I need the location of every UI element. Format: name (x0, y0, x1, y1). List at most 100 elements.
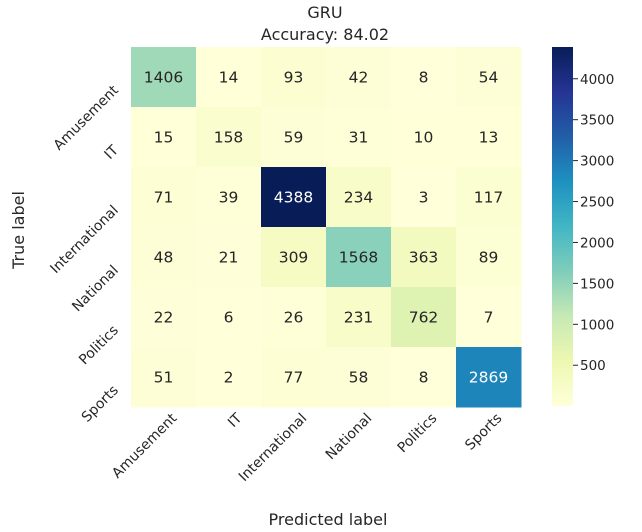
heatmap-cell-international-international (261, 167, 327, 228)
cell-value-label: 762 (409, 309, 439, 327)
x-tick-sports: Sports (462, 411, 505, 454)
heatmap-cell-international-amusement (131, 167, 197, 228)
x-axis-label: Predicted label (269, 510, 388, 529)
colorbar-tick-label: 2500 (580, 195, 614, 211)
colorbar-ticks: 500 1000 1500 2000 2500 3000 3500 4000 (573, 72, 614, 374)
cell-value-label: 6 (224, 309, 234, 327)
y-tick-politics: Politics (76, 323, 122, 369)
cell-value-label: 89 (479, 249, 499, 267)
heatmap-cell-sports-international (261, 347, 327, 408)
cell-value-label: 31 (349, 129, 369, 147)
cell-value-label: 3 (419, 189, 429, 207)
colorbar-tick-label: 4000 (580, 72, 614, 88)
cell-value-label: 71 (154, 189, 174, 207)
heatmap-cell-national-politics (391, 227, 457, 288)
cell-value-label: 59 (284, 129, 304, 147)
cell-value-label: 158 (214, 129, 244, 147)
heatmap-cell-politics-sports (456, 287, 522, 348)
cell-value-label: 13 (479, 129, 499, 147)
heatmap-cell-national-sports (456, 227, 522, 288)
heatmap-cell-sports-it (196, 347, 262, 408)
y-tick-national: National (69, 263, 122, 316)
heatmap-cell-international-national (326, 167, 392, 228)
x-tick-national: National (323, 411, 376, 464)
cell-value-label: 8 (419, 69, 429, 87)
y-tick-it: IT (102, 142, 123, 163)
heatmap-cell-international-sports (456, 167, 522, 228)
cell-value-label: 54 (479, 69, 499, 87)
cell-value-label: 2 (224, 369, 234, 387)
x-tick-amusement: Amusement (109, 410, 181, 482)
cell-value-label: 363 (409, 249, 439, 267)
colorbar-tick-label: 3500 (580, 113, 614, 129)
heatmap-cell-amusement-national (326, 47, 392, 108)
cell-value-label: 51 (154, 369, 174, 387)
heatmap-cell-it-international (261, 107, 327, 168)
cell-value-label: 77 (284, 369, 304, 387)
heatmap-cell-sports-politics (391, 347, 457, 408)
heatmap-cell-politics-amusement (131, 287, 197, 348)
colorbar-tick-label: 2000 (580, 235, 614, 251)
colorbar-tick-label: 1500 (580, 276, 614, 292)
cell-value-label: 234 (344, 189, 374, 207)
chart-subtitle: Accuracy: 84.02 (261, 25, 389, 44)
cell-value-label: 22 (154, 309, 174, 327)
heatmap-cell-national-amusement (131, 227, 197, 288)
heatmap-cell-international-politics (391, 167, 457, 228)
colorbar-tick-label: 500 (580, 358, 606, 374)
cell-value-label: 4388 (274, 189, 313, 207)
cell-value-label: 21 (219, 249, 239, 267)
cell-value-label: 2869 (469, 369, 508, 387)
cell-value-label: 58 (349, 369, 369, 387)
x-tick-international: International (236, 411, 311, 486)
colorbar-tick-label: 1000 (580, 317, 614, 333)
colorbar (552, 47, 573, 406)
heatmap-cell-it-sports (456, 107, 522, 168)
heatmap-cell-national-international (261, 227, 327, 288)
heatmap-cell-it-it (196, 107, 262, 168)
cell-value-label: 117 (474, 189, 504, 207)
heatmap-cell-politics-international (261, 287, 327, 348)
heatmap-cell-sports-sports (456, 347, 522, 408)
cell-value-label: 26 (284, 309, 304, 327)
cell-value-label: 1568 (339, 249, 378, 267)
heatmap-cell-it-politics (391, 107, 457, 168)
cell-value-label: 8 (419, 369, 429, 387)
heatmap-cell-amusement-it (196, 47, 262, 108)
x-tick-politics: Politics (395, 411, 441, 457)
heatmap-cell-international-it (196, 167, 262, 228)
cell-value-label: 309 (279, 249, 309, 267)
cell-value-label: 231 (344, 309, 374, 327)
heatmap-cells (131, 47, 522, 408)
heatmap-cell-sports-amusement (131, 347, 197, 408)
heatmap-cell-amusement-politics (391, 47, 457, 108)
colorbar-tick-label: 3000 (580, 154, 614, 170)
heatmap-cell-politics-national (326, 287, 392, 348)
cell-value-label: 10 (414, 129, 434, 147)
cell-value-label: 42 (349, 69, 369, 87)
heatmap-cell-amusement-amusement (131, 47, 197, 108)
y-tick-labels: AmusementITInternationalNationalPolitics… (47, 82, 122, 425)
heatmap-cell-politics-it (196, 287, 262, 348)
cell-value-label: 14 (219, 69, 239, 87)
y-tick-amusement: Amusement (51, 82, 123, 154)
y-tick-sports: Sports (79, 383, 122, 426)
cell-value-label: 93 (284, 69, 304, 87)
cell-value-label: 7 (484, 309, 494, 327)
heatmap-cell-amusement-international (261, 47, 327, 108)
x-tick-it: IT (225, 410, 246, 431)
cell-value-label: 1406 (144, 69, 183, 87)
heatmap-cell-it-national (326, 107, 392, 168)
heatmap-cell-national-it (196, 227, 262, 288)
chart-title: GRU (307, 3, 342, 22)
cell-value-label: 48 (154, 249, 174, 267)
cell-value-label: 15 (154, 129, 174, 147)
heatmap-cell-it-amusement (131, 107, 197, 168)
heatmap-cell-sports-national (326, 347, 392, 408)
heatmap-cell-labels: 1406 14 93 42 8 54 15 158 59 31 10 13 71 39 4388 234 3 11… (144, 69, 508, 387)
heatmap-cell-amusement-sports (456, 47, 522, 108)
heatmap-cell-national-national (326, 227, 392, 288)
heatmap-cell-politics-politics (391, 287, 457, 348)
